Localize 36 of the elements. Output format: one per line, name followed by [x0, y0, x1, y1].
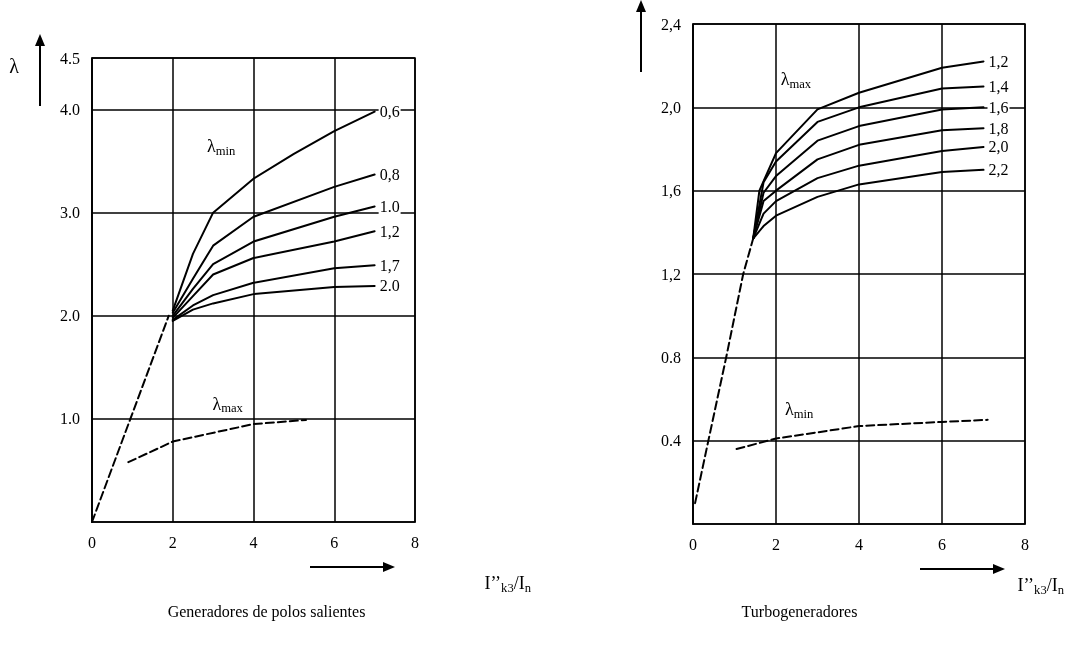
series-label: 0,6: [379, 103, 400, 121]
text: Generadores de polos salientes: [167, 602, 366, 621]
x-tick-label: 4: [249, 533, 258, 551]
x-tick-label: 0: [689, 535, 697, 553]
series-label: 1.0: [379, 197, 400, 215]
y-tick-label: 2,0: [661, 98, 681, 116]
x-tick-label: 4: [855, 535, 863, 553]
series-label: 2,0: [988, 138, 1009, 156]
y-tick-label: 3.0: [60, 204, 80, 222]
x-tick-label: 6: [330, 533, 339, 551]
y-tick-label: 1,2: [661, 265, 681, 283]
series-label: 1,7: [379, 256, 400, 274]
x-tick-label: 8: [411, 533, 419, 551]
series-label: 2.0: [379, 277, 400, 295]
y-tick-label: 1.0: [60, 410, 80, 428]
y-tick-label: 2,4: [661, 15, 681, 33]
y-axis-title: λ: [9, 55, 20, 77]
series-label: 1,2: [379, 222, 400, 240]
series-label: 1,8: [988, 119, 1009, 137]
y-tick-label: 1,6: [661, 182, 681, 200]
series-label: 2,2: [988, 161, 1009, 179]
y-tick-label: 4.5: [60, 49, 80, 67]
y-tick-label: 2.0: [60, 307, 80, 325]
y-tick-label: 0.8: [661, 348, 681, 366]
y-tick-label: 4.0: [60, 101, 80, 119]
series-label: 0,8: [379, 166, 400, 184]
series-label: 1,6: [988, 98, 1009, 116]
x-tick-label: 2: [168, 533, 177, 551]
series-label: 1,4: [988, 78, 1009, 95]
y-tick-label: 0.4: [661, 432, 681, 450]
series-label: 1,2: [988, 53, 1009, 70]
x-tick-label: 8: [1021, 535, 1029, 553]
x-tick-label: 6: [938, 535, 946, 553]
x-tick-label: 0: [88, 533, 96, 551]
text: Turbogeneradores: [741, 602, 858, 621]
x-tick-label: 2: [772, 535, 780, 553]
